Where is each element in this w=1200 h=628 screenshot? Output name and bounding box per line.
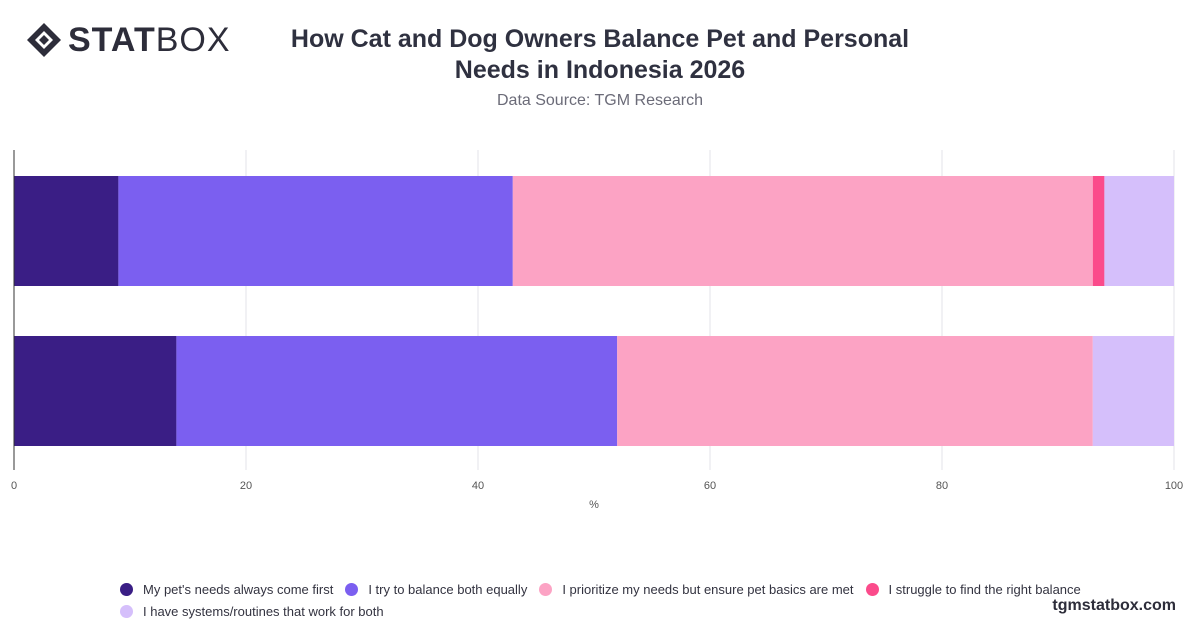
x-tick-label: 40	[472, 480, 484, 492]
legend-item[interactable]: I try to balance both equally	[345, 582, 527, 597]
stacked-bar-chart: 0 20 40 60 80 100%	[11, 150, 1183, 511]
bar-segment	[1092, 176, 1105, 286]
bar-segment	[1092, 336, 1174, 446]
bar-segment	[512, 176, 1093, 286]
x-tick-label: 100	[1165, 480, 1183, 492]
x-tick-label: 60	[704, 480, 716, 492]
bar-segment	[617, 336, 1093, 446]
legend-label: I try to balance both equally	[368, 581, 528, 597]
x-tick-label: 20	[240, 480, 252, 492]
chart-legend: My pet's needs always come first I try to…	[120, 578, 1100, 622]
bar-segment	[14, 336, 177, 446]
legend-label: I prioritize my needs but ensure pet bas…	[562, 581, 854, 597]
bar-segment	[14, 176, 119, 286]
logo-text-light: BOX	[155, 21, 231, 59]
chart-title: How Cat and Dog Owners Balance Pet and P…	[290, 25, 910, 84]
bar-segment	[118, 176, 513, 286]
legend-swatch	[865, 582, 879, 596]
legend-swatch	[539, 582, 553, 596]
legend-row: My pet's needs always come first I try to…	[120, 578, 1100, 600]
bar-segment	[176, 336, 618, 446]
legend-swatch	[120, 582, 133, 596]
x-axis-label: %	[589, 499, 599, 511]
legend-item[interactable]: I prioritize my needs but ensure pet bas…	[539, 581, 854, 597]
logo-text: STATBOX	[68, 22, 231, 58]
legend-label: I have systems/routines that work for bo…	[143, 603, 384, 619]
watermark: tgmstatbox.com	[1052, 597, 1176, 614]
legend-item[interactable]: My pet's needs always come first	[120, 582, 333, 597]
chart-subtitle: Data Source: TGM Research	[496, 92, 703, 109]
x-tick-label: 0	[11, 480, 17, 492]
x-tick-label: 80	[936, 480, 948, 492]
legend-swatch	[345, 582, 359, 596]
bar-segment	[1104, 176, 1174, 286]
logo-text-bold: STAT	[68, 21, 156, 59]
brand-logo: STATBOX	[26, 22, 231, 58]
legend-row: I have systems/routines that work for bo…	[120, 600, 1100, 622]
legend-item[interactable]: I struggle to find the right balance	[865, 581, 1081, 597]
legend-item[interactable]: I have systems/routines that work for bo…	[120, 604, 384, 619]
legend-label: I struggle to find the right balance	[888, 581, 1081, 597]
statbox-diamond-icon	[27, 23, 61, 57]
legend-label: My pet's needs always come first	[143, 581, 334, 597]
legend-swatch	[120, 604, 133, 618]
